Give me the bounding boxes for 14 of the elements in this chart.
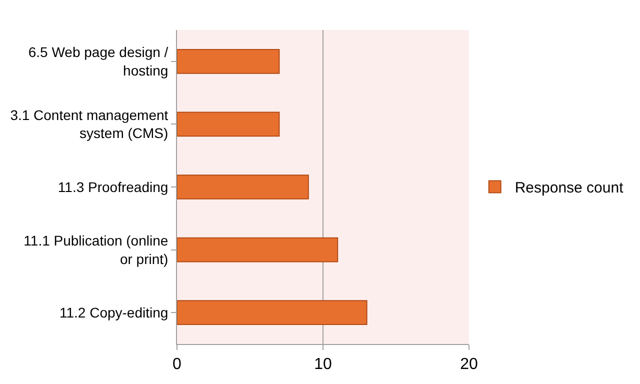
y-tick-label: 11.3 Proofreading <box>58 178 168 195</box>
bar <box>177 112 280 137</box>
x-tick-label: 10 <box>314 356 332 374</box>
bar <box>177 237 338 262</box>
y-tick-label: 11.1 Publication (online or print) <box>24 232 168 267</box>
bar <box>177 300 368 326</box>
y-tick-label: 11.2 Copy-editing <box>59 304 168 320</box>
y-tick-label: 6.5 Web page design / hosting <box>28 44 168 78</box>
x-tick-label: 0 <box>172 356 182 374</box>
legend-label: Response count <box>514 180 624 197</box>
x-tick-label: 20 <box>460 356 478 374</box>
y-tick-label: 3.1 Content management system (CMS) <box>10 107 168 142</box>
bar <box>177 48 280 74</box>
bar <box>177 174 309 200</box>
